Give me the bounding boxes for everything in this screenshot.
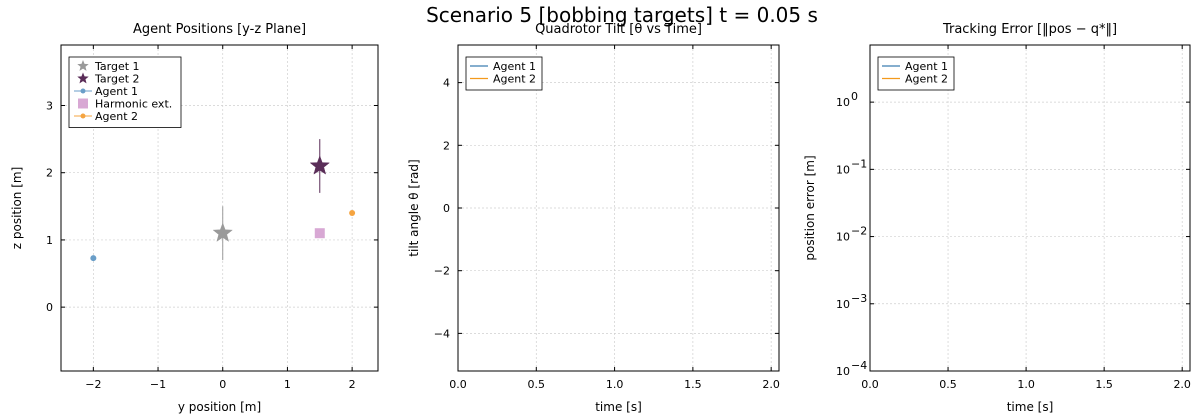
x-tick-label: −2 — [85, 378, 101, 391]
legend-entry-label: Agent 1 — [905, 60, 948, 73]
y-axis-label: tilt angle θ [rad] — [407, 159, 421, 256]
y-tick-label: −2 — [434, 265, 450, 278]
x-axis-label: y position [m] — [178, 400, 261, 414]
legend-box — [465, 56, 543, 91]
agent-point-marker — [90, 255, 97, 262]
legend-entry-label: Agent 2 — [95, 110, 138, 123]
legend-entry-label: Agent 1 — [95, 85, 138, 98]
x-tick-label: 0.0 — [861, 378, 879, 391]
x-tick-label: 2 — [349, 378, 356, 391]
x-tick-label: 1.5 — [1095, 378, 1113, 391]
legend-dot-swatch — [80, 88, 86, 94]
panel-quadrotor-tilt: 0.0 0.5 1.0 1.5 2.0 −4 −2 0 2 4 Quadrotor Tilt [θ … — [407, 22, 780, 414]
x-tick-label: 1 — [284, 378, 291, 391]
panel-title: Tracking Error [‖pos − q*‖] — [942, 22, 1117, 37]
x-tick-label: 1.0 — [606, 378, 624, 391]
x-tick-label: −1 — [150, 378, 166, 391]
panel-title: Quadrotor Tilt [θ vs Time] — [535, 22, 702, 37]
legend-entry-label: Agent 2 — [493, 73, 536, 86]
x-tick-label: 1.0 — [1017, 378, 1035, 391]
y-tick-exponent: 0 — [851, 90, 858, 103]
x-axis-label: time [s] — [595, 400, 642, 414]
legend-star-swatch — [77, 72, 89, 84]
legend-entry-label: Harmonic ext. — [95, 98, 172, 111]
y-tick-exponent: −1 — [851, 157, 867, 170]
target-star-marker — [212, 222, 233, 242]
legend-box — [877, 56, 955, 91]
legend-entry-label: Target 1 — [94, 60, 140, 73]
y-tick-label: 10 — [836, 163, 850, 176]
y-tick-label: 10 — [836, 96, 850, 109]
y-tick-exponent: −2 — [851, 225, 867, 238]
y-tick-label: 0 — [46, 301, 53, 314]
figure-suptitle: Scenario 5 [bobbing targets] t = 0.05 s — [426, 3, 818, 27]
y-tick-label: 10 — [836, 365, 850, 378]
plot-frame — [60, 44, 379, 372]
x-tick-label: 0.0 — [449, 378, 467, 391]
x-axis-label: time [s] — [1007, 400, 1054, 414]
legend-square-swatch — [78, 98, 88, 109]
x-tick-label: 1.5 — [684, 378, 702, 391]
legend-entry-label: Target 2 — [94, 73, 140, 86]
target-star-marker — [309, 155, 330, 175]
legend-dot-swatch — [80, 113, 86, 119]
agent-point-marker — [349, 210, 356, 217]
y-tick-exponent: −4 — [851, 359, 867, 372]
y-axis-label: position error [m] — [803, 155, 817, 260]
legend-entry-label: Agent 1 — [493, 60, 536, 73]
y-tick-label: 1 — [46, 234, 53, 247]
y-tick-label: 10 — [836, 231, 850, 244]
x-tick-label: 0.5 — [528, 378, 546, 391]
y-tick-label: 0 — [443, 202, 450, 215]
y-tick-label: 10 — [836, 298, 850, 311]
y-tick-label: 2 — [46, 167, 53, 180]
panel-tracking-error: 0.0 0.5 1.0 1.5 2.010−410−310−210−110 0Tracki… — [803, 22, 1191, 414]
y-axis-label: z position [m] — [10, 167, 24, 250]
y-tick-exponent: −3 — [851, 292, 867, 305]
y-tick-label: 3 — [46, 99, 53, 112]
x-tick-label: 0.5 — [939, 378, 957, 391]
y-tick-label: 4 — [443, 77, 450, 90]
legend-star-swatch — [77, 60, 89, 71]
harmonic-square-marker — [314, 228, 325, 239]
x-tick-label: 0 — [219, 378, 226, 391]
panel-title: Agent Positions [y-z Plane] — [133, 22, 306, 37]
plot-frame — [869, 44, 1191, 372]
x-tick-label: 2.0 — [762, 378, 780, 391]
panel-agent-positions: −2 −1 0 1 2 0 1 2 3 Agent Positions [y-z Plane] y … — [10, 22, 379, 414]
y-tick-label: 2 — [443, 139, 450, 152]
legend-entry-label: Agent 2 — [905, 73, 948, 86]
y-tick-label: −4 — [434, 327, 450, 340]
x-tick-label: 2.0 — [1173, 378, 1191, 391]
